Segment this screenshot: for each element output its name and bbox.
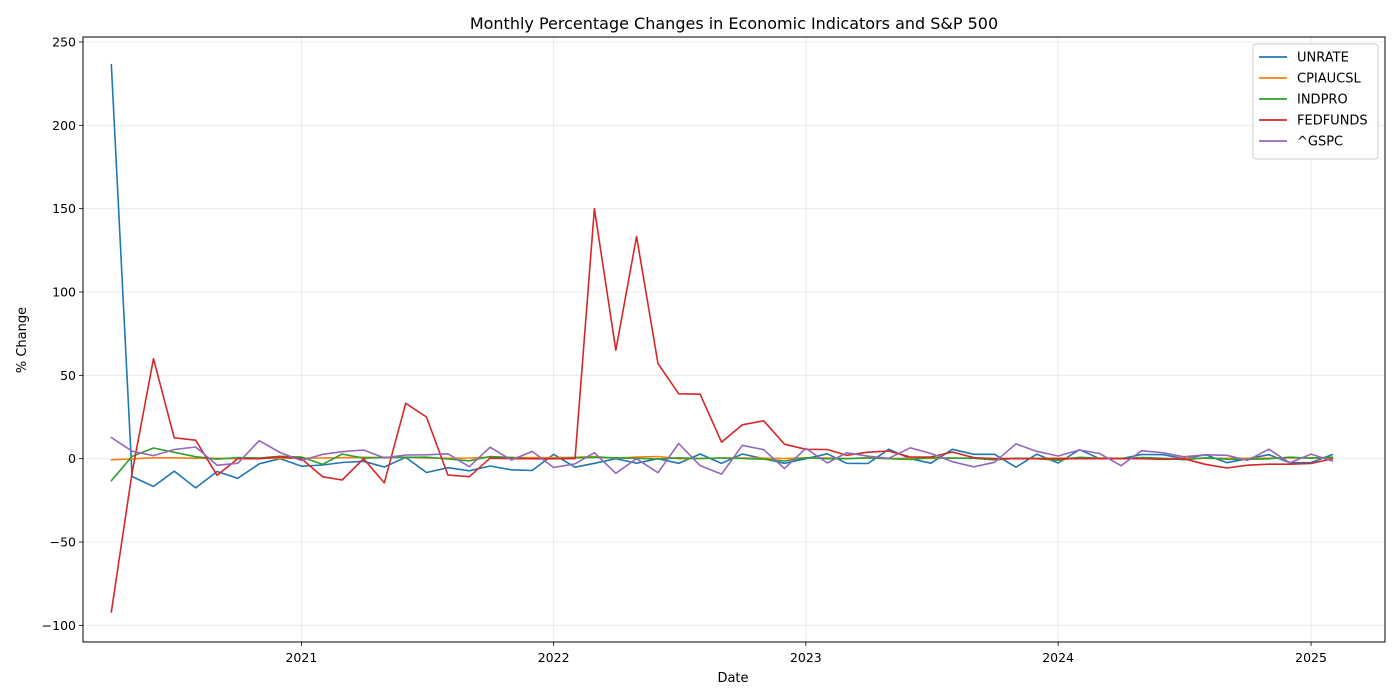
legend-label: UNRATE bbox=[1297, 51, 1349, 66]
y-tick-label: 250 bbox=[52, 35, 76, 50]
x-tick-label: 2022 bbox=[538, 650, 570, 665]
y-tick-label: 50 bbox=[60, 368, 76, 383]
x-tick-label: 2023 bbox=[790, 650, 822, 665]
y-axis: −100 −50 0 50 100 150 200 250 bbox=[42, 35, 83, 633]
x-tick-label: 2021 bbox=[285, 650, 317, 665]
legend-label: FEDFUNDS bbox=[1297, 114, 1368, 129]
x-tick-label: 2024 bbox=[1042, 650, 1074, 665]
x-axis-title: Date bbox=[717, 671, 748, 686]
y-tick-label: 100 bbox=[52, 285, 76, 300]
series-line-fedfunds bbox=[110, 207, 1334, 613]
legend-label: ^GSPC bbox=[1297, 135, 1343, 150]
y-tick-label: −100 bbox=[42, 618, 76, 633]
series-line-gspc bbox=[110, 436, 1334, 475]
y-axis-title: % Change bbox=[15, 307, 30, 373]
series-line-unrate bbox=[110, 63, 1334, 489]
legend-box bbox=[1252, 43, 1379, 160]
legend-label: CPIAUCSL bbox=[1297, 72, 1361, 87]
x-axis: 2021 2022 2023 2024 2025 bbox=[285, 642, 1327, 665]
plot-frame bbox=[82, 36, 1386, 643]
x-tick-label: 2025 bbox=[1295, 650, 1327, 665]
series-lines bbox=[110, 63, 1334, 613]
y-tick-label: −50 bbox=[50, 535, 76, 550]
legend-label: INDPRO bbox=[1297, 93, 1348, 108]
chart-title: Monthly Percentage Changes in Economic I… bbox=[470, 14, 998, 33]
y-tick-label: 150 bbox=[52, 201, 76, 216]
y-tick-label: 200 bbox=[52, 118, 76, 133]
y-tick-label: 0 bbox=[68, 451, 76, 466]
legend: UNRATE CPIAUCSL INDPRO FEDFUNDS ^GSPC bbox=[1252, 43, 1379, 160]
